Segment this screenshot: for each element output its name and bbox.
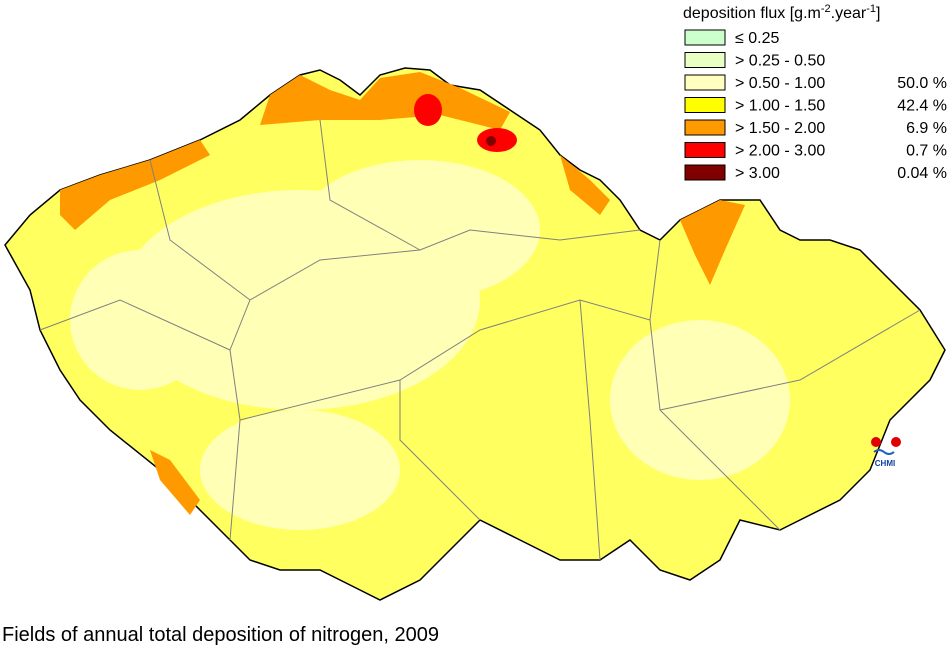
legend-label: > 3.00	[735, 165, 780, 182]
legend-label: > 0.50 - 1.00	[735, 75, 825, 92]
legend-swatch	[684, 119, 726, 136]
legend-title-exponent: -2	[821, 3, 831, 15]
legend-swatch	[684, 52, 726, 68]
very-high-deposition-areas	[414, 94, 517, 152]
legend-label: > 2.00 - 3.00	[735, 143, 825, 160]
legend-title-text: deposition flux [g.m	[683, 5, 821, 22]
legend-share: 42.4 %	[897, 98, 947, 115]
legend-title-text: .year	[831, 5, 867, 22]
legend-swatch	[684, 97, 726, 113]
region-borders	[39, 119, 921, 561]
legend-share: 0.7 %	[906, 143, 947, 160]
low-deposition-areas	[70, 160, 790, 530]
legend-label: > 1.00 - 1.50	[735, 98, 825, 115]
legend-swatch	[684, 29, 726, 46]
legend-share: 50.0 %	[897, 75, 947, 92]
legend-title-text: ]	[876, 5, 880, 22]
caption: Fields of annual total deposition of nit…	[2, 624, 439, 646]
legend-swatch	[684, 164, 726, 181]
legend-label: ≤ 0.25	[735, 30, 779, 47]
legend: deposition flux [g.m-2.year-1] ≤ 0.25 > 0…	[683, 3, 947, 182]
legend-swatch	[684, 74, 726, 91]
legend-title: deposition flux [g.m-2.year-1]	[683, 3, 880, 22]
high-deposition-areas	[60, 72, 745, 515]
legend-share: 0.04 %	[897, 165, 947, 182]
chmi-logo: CHMI	[871, 437, 901, 468]
logo-text: CHMI	[875, 459, 895, 468]
legend-label: > 1.50 - 2.00	[735, 120, 825, 137]
map	[4, 67, 946, 601]
legend-share: 6.9 %	[906, 120, 947, 137]
legend-swatch	[684, 142, 726, 158]
legend-label: > 0.25 - 0.50	[735, 53, 825, 70]
legend-title-exponent: -1	[866, 3, 876, 15]
